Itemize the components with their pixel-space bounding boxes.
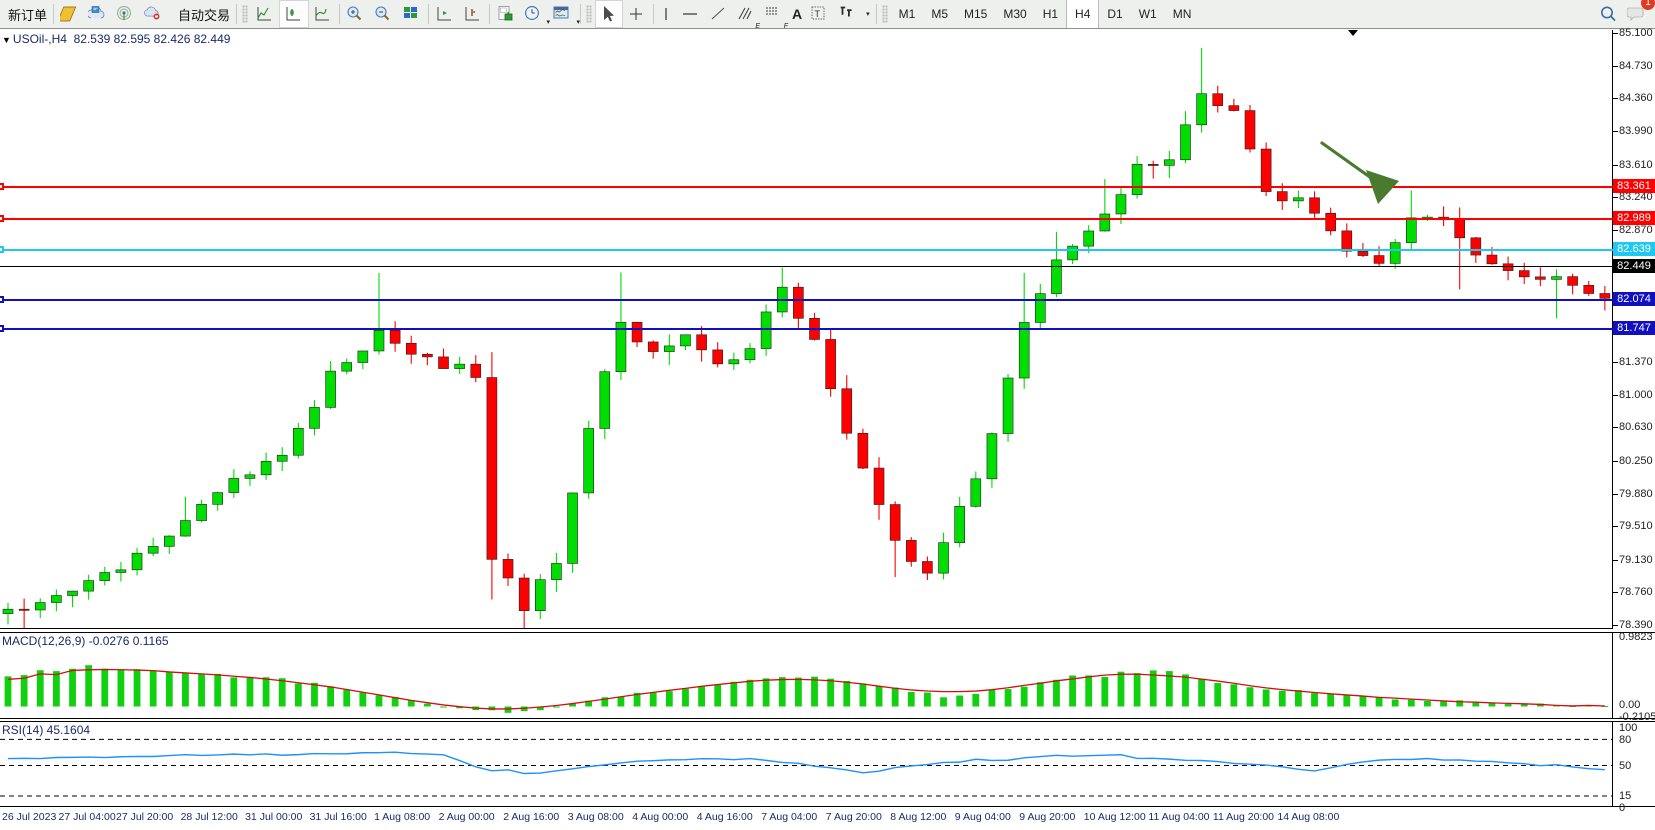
svg-text:T: T [815,9,821,19]
